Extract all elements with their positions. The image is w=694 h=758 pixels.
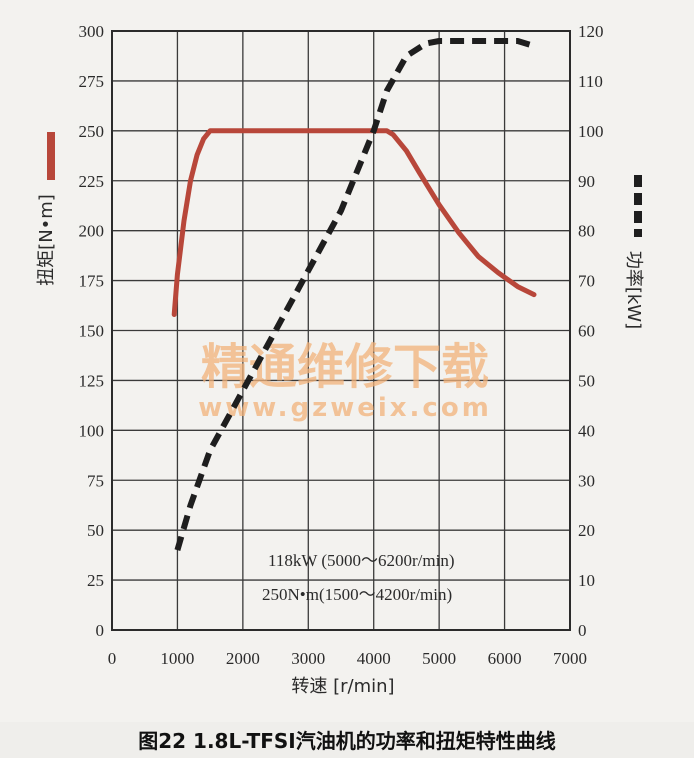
y-right-tick-label: 20 bbox=[578, 521, 595, 540]
plot-frame bbox=[111, 30, 571, 631]
series-layer bbox=[171, 38, 537, 551]
x-tick-label: 3000 bbox=[291, 649, 325, 668]
watermark-title: 精通维修下载 bbox=[201, 339, 489, 395]
x-axis-label: 转速 [r/min] bbox=[291, 676, 394, 697]
y-right-tick-label: 80 bbox=[578, 222, 595, 241]
y-right-axis-ticks: 0 10 20 30 40 50 60 70 80 90 100 110 120 bbox=[578, 22, 604, 640]
y-right-tick-label: 70 bbox=[578, 272, 595, 291]
y-right-tick-label: 50 bbox=[578, 371, 595, 390]
figure-caption: 图22 1.8L-TFSI汽油机的功率和扭矩特性曲线 bbox=[138, 729, 555, 753]
x-tick-label: 0 bbox=[108, 649, 117, 668]
y-left-tick-label: 250 bbox=[79, 122, 105, 141]
y-right-tick-label: 0 bbox=[578, 621, 587, 640]
y-left-tick-label: 175 bbox=[79, 272, 105, 291]
y-left-tick-label: 300 bbox=[79, 22, 105, 41]
x-tick-label: 2000 bbox=[226, 649, 260, 668]
y-left-axis-ticks: 0 25 50 75 100 125 150 175 200 225 250 275 300 bbox=[79, 22, 105, 640]
x-tick-label: 1000 bbox=[160, 649, 194, 668]
y-left-tick-label: 225 bbox=[79, 172, 105, 191]
torque-curve bbox=[171, 128, 537, 317]
y-right-axis-label: 功率[kW] bbox=[623, 251, 644, 329]
chart-background bbox=[0, 0, 694, 722]
x-tick-label: 7000 bbox=[553, 649, 587, 668]
y-right-tick-label: 30 bbox=[578, 471, 595, 490]
y-right-tick-label: 100 bbox=[578, 122, 604, 141]
y-left-tick-label: 50 bbox=[87, 521, 104, 540]
annotation-power: 118kW (5000～6200r/min) bbox=[268, 551, 455, 570]
y-right-tick-label: 10 bbox=[578, 571, 595, 590]
y-left-tick-label: 25 bbox=[87, 571, 104, 590]
y-left-tick-label: 275 bbox=[79, 72, 105, 91]
y-left-tick-label: 200 bbox=[79, 222, 105, 241]
y-right-tick-label: 110 bbox=[578, 72, 603, 91]
y-right-tick-label: 90 bbox=[578, 172, 595, 191]
x-axis-ticks: 0 1000 2000 3000 4000 5000 6000 7000 bbox=[108, 649, 587, 668]
y-left-tick-label: 0 bbox=[96, 621, 105, 640]
annotation-torque: 250N•m(1500～4200r/min) bbox=[262, 585, 452, 604]
y-left-tick-label: 75 bbox=[87, 471, 104, 490]
y-right-tick-label: 120 bbox=[578, 22, 604, 41]
torque-legend-swatch bbox=[47, 132, 55, 180]
x-tick-label: 4000 bbox=[357, 649, 391, 668]
x-tick-label: 6000 bbox=[488, 649, 522, 668]
y-right-tick-label: 60 bbox=[578, 322, 595, 341]
x-tick-label: 5000 bbox=[422, 649, 456, 668]
y-right-tick-label: 40 bbox=[578, 421, 595, 440]
power-curve bbox=[174, 38, 535, 551]
watermark-url: www.gzweix.com bbox=[198, 393, 492, 423]
y-left-tick-label: 150 bbox=[79, 322, 105, 341]
y-left-tick-label: 125 bbox=[79, 371, 105, 390]
y-left-axis-label: 扭矩[N•m] bbox=[36, 194, 57, 286]
y-left-tick-label: 100 bbox=[79, 421, 105, 440]
